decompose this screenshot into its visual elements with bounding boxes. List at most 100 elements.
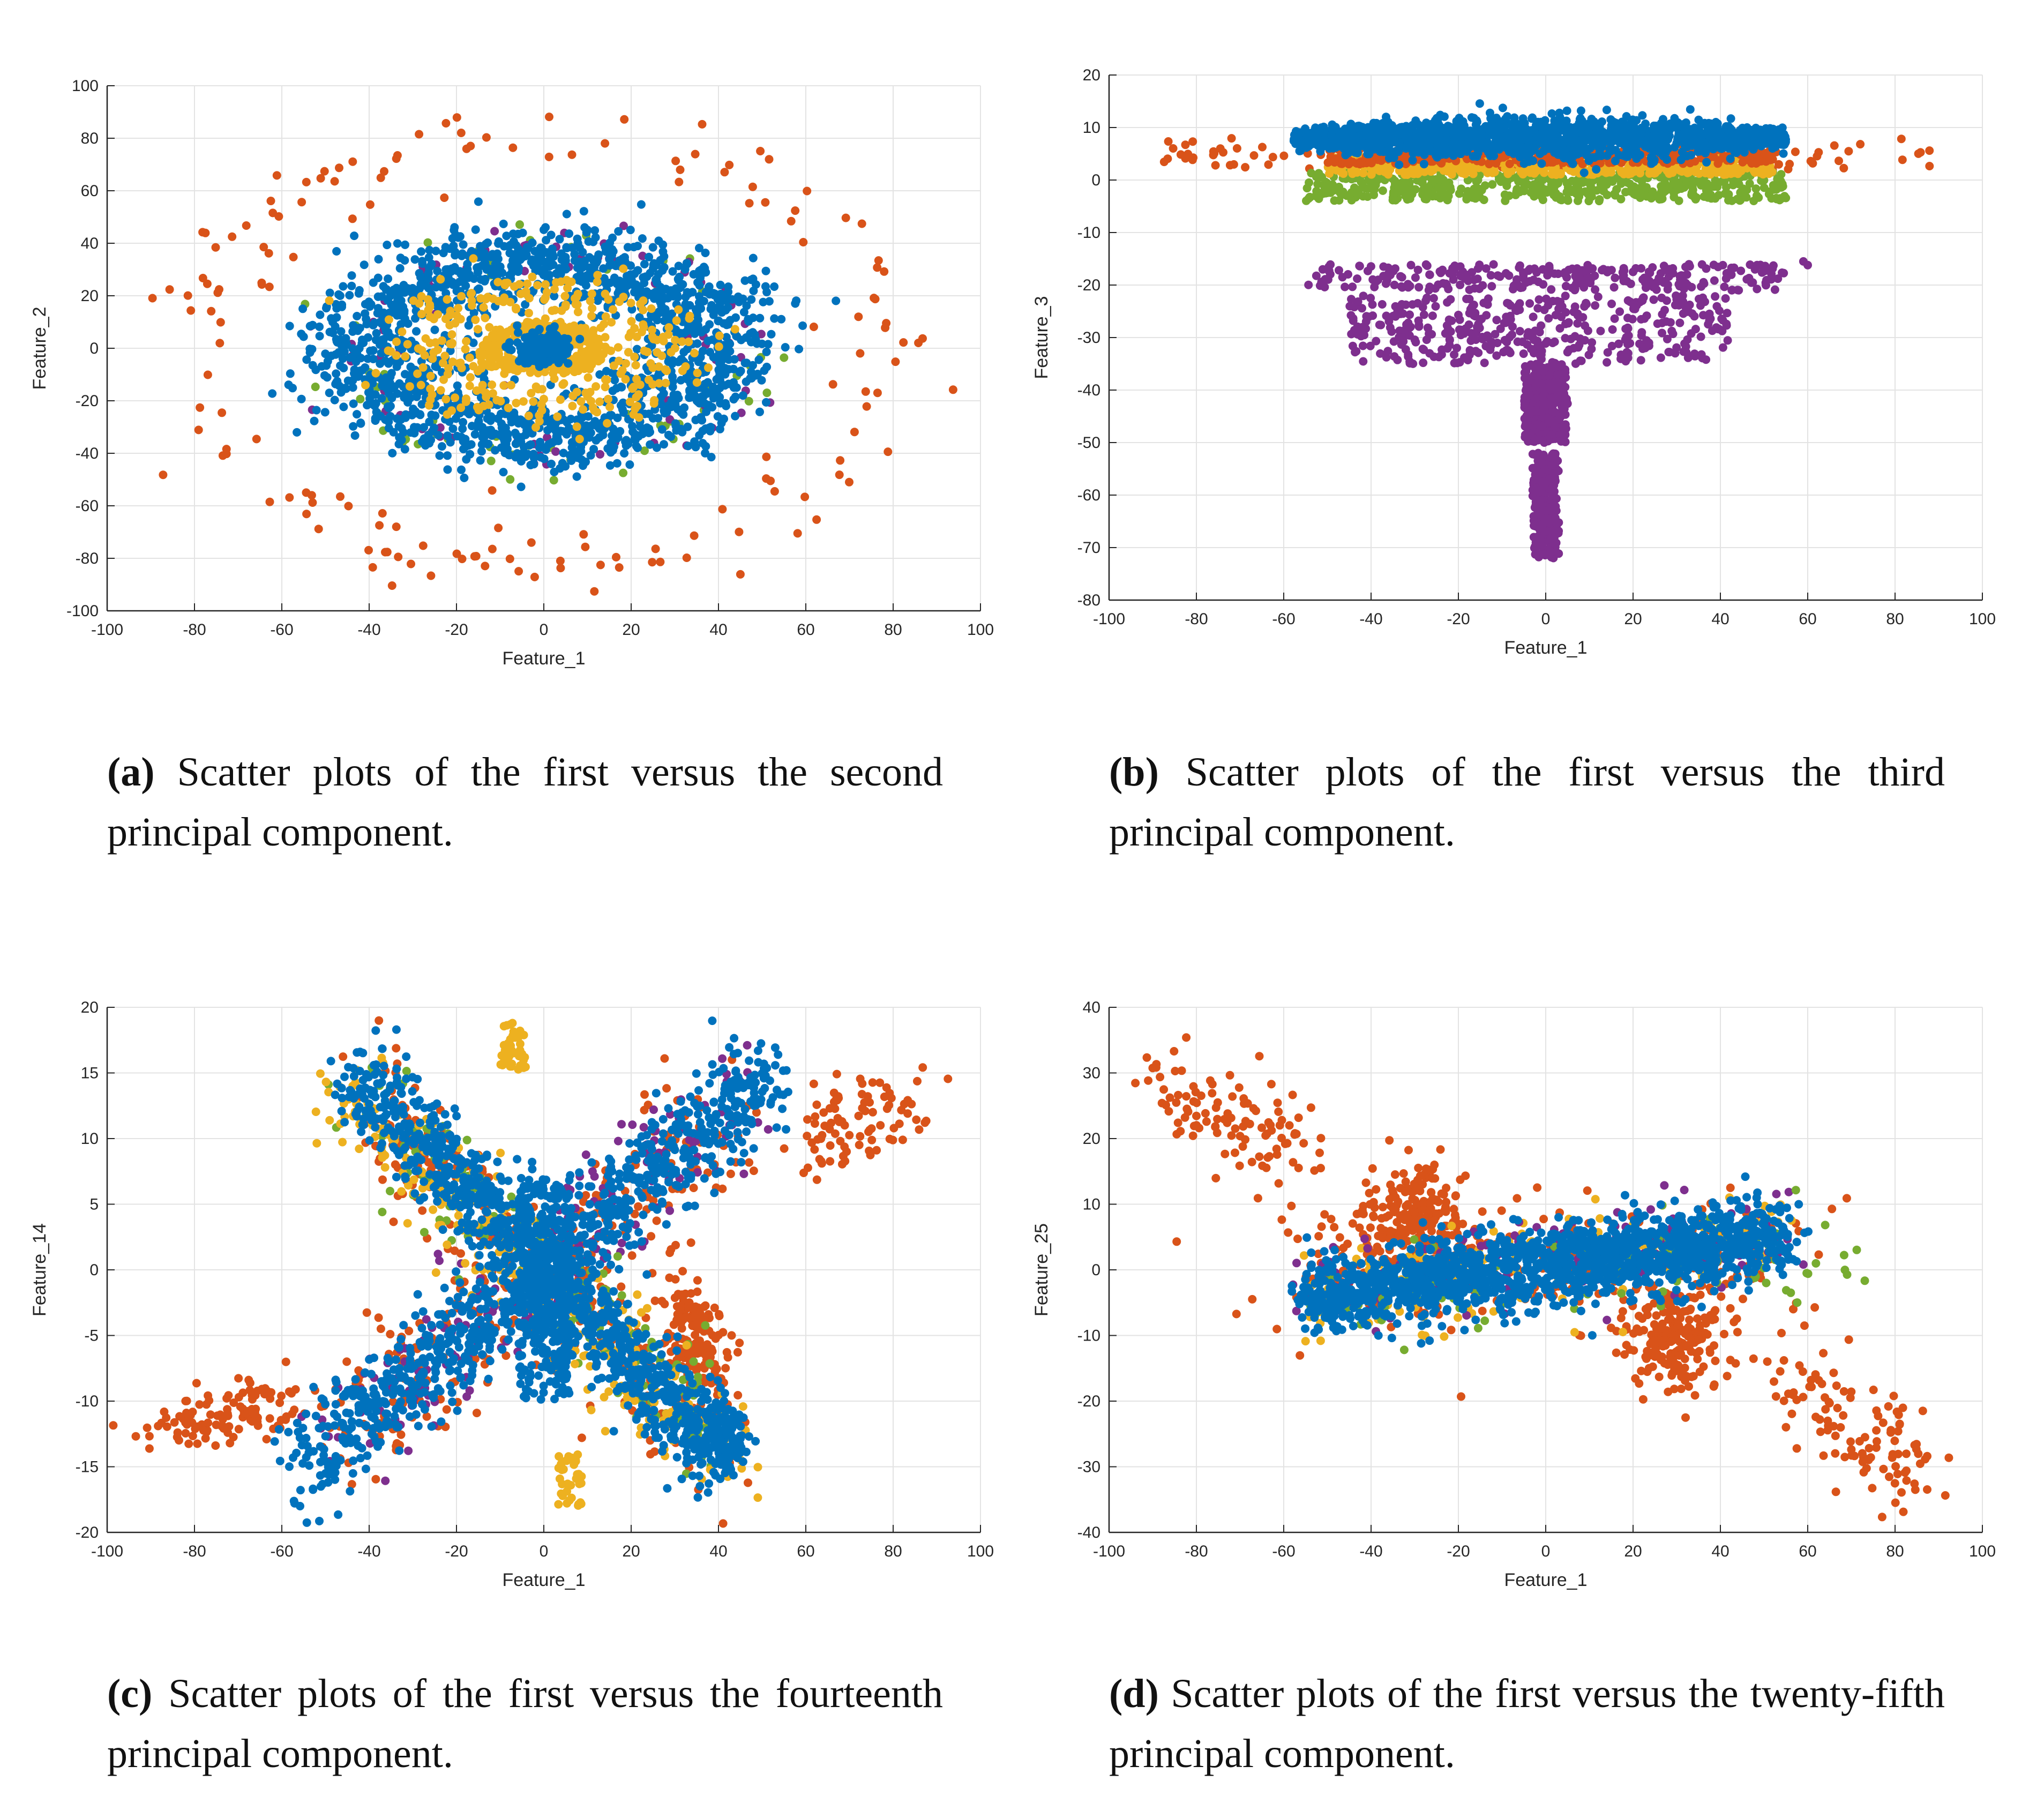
data-point <box>570 368 579 376</box>
data-point <box>863 402 871 411</box>
data-point <box>425 303 434 311</box>
data-point <box>762 267 770 275</box>
data-point <box>672 316 681 325</box>
data-point <box>474 197 483 206</box>
data-point <box>364 333 372 342</box>
data-point <box>524 244 533 252</box>
data-point <box>418 259 426 268</box>
data-point <box>1742 193 1751 201</box>
data-point <box>609 305 617 314</box>
data-point <box>557 278 565 286</box>
data-point <box>540 395 548 403</box>
data-point <box>1279 152 1288 160</box>
data-point <box>521 252 530 260</box>
y-tick-label: 100 <box>72 77 99 95</box>
data-point <box>600 320 608 328</box>
data-point <box>546 257 555 266</box>
data-point <box>1727 164 1735 173</box>
data-point <box>148 294 157 303</box>
data-point <box>339 282 347 291</box>
data-point <box>432 283 440 291</box>
data-point <box>761 282 770 291</box>
data-point <box>393 151 402 160</box>
data-point <box>656 558 664 566</box>
data-point <box>781 343 790 351</box>
data-point <box>1728 197 1736 205</box>
data-point <box>302 510 311 518</box>
data-point <box>396 435 405 444</box>
data-point <box>1754 193 1763 202</box>
data-point <box>607 318 616 327</box>
data-point <box>620 115 628 124</box>
data-point <box>693 278 702 287</box>
data-point <box>653 348 662 357</box>
data-point <box>1708 182 1717 191</box>
data-point <box>443 410 452 419</box>
data-point <box>222 445 231 453</box>
data-point <box>858 220 866 228</box>
data-point <box>1359 192 1367 200</box>
caption-tag: (a) <box>107 750 155 795</box>
data-point <box>669 292 678 301</box>
data-point <box>1372 181 1380 189</box>
data-point <box>1626 179 1634 188</box>
data-point <box>593 278 602 286</box>
data-point <box>562 243 571 252</box>
data-point <box>447 340 456 348</box>
data-point <box>676 166 685 174</box>
data-point <box>1835 156 1843 165</box>
data-point <box>1468 189 1476 197</box>
data-point <box>601 139 609 148</box>
data-point <box>333 338 342 347</box>
data-point <box>675 261 683 270</box>
data-point <box>529 398 537 406</box>
y-tick-label: 40 <box>81 235 99 252</box>
data-point <box>745 199 754 207</box>
data-point <box>755 408 764 416</box>
data-point <box>349 400 358 408</box>
data-point <box>628 428 637 436</box>
data-point <box>551 426 559 435</box>
data-point <box>415 130 423 139</box>
data-point <box>580 223 589 232</box>
data-point <box>615 357 623 365</box>
data-point <box>568 392 577 400</box>
data-point <box>468 301 476 310</box>
data-point <box>336 492 345 501</box>
data-point <box>1227 134 1236 143</box>
data-point <box>537 345 546 353</box>
y-tick-label: -20 <box>76 392 99 410</box>
data-point <box>489 295 497 303</box>
data-point <box>374 274 383 282</box>
data-point <box>523 280 531 288</box>
data-point <box>1844 147 1853 155</box>
data-point <box>482 240 490 249</box>
data-point <box>659 333 668 341</box>
data-point <box>522 287 530 296</box>
data-point <box>1456 167 1465 176</box>
data-point <box>448 234 457 243</box>
data-point <box>708 387 717 396</box>
data-point <box>601 375 610 384</box>
data-point <box>453 550 461 558</box>
data-point <box>1457 184 1465 193</box>
data-point <box>474 325 482 334</box>
data-point <box>504 403 513 412</box>
data-point <box>760 366 768 375</box>
data-point <box>403 340 412 349</box>
data-point <box>770 282 778 291</box>
data-point <box>416 410 424 418</box>
data-point <box>576 397 585 406</box>
data-point <box>589 326 598 335</box>
data-point <box>612 553 620 562</box>
data-point <box>396 264 405 273</box>
data-point <box>493 278 502 287</box>
data-point <box>1856 140 1865 148</box>
data-point <box>425 253 433 262</box>
data-point <box>640 347 649 355</box>
y-tick-label: -60 <box>76 497 99 515</box>
data-point <box>274 212 283 221</box>
data-point <box>383 385 391 393</box>
data-point <box>595 398 604 406</box>
